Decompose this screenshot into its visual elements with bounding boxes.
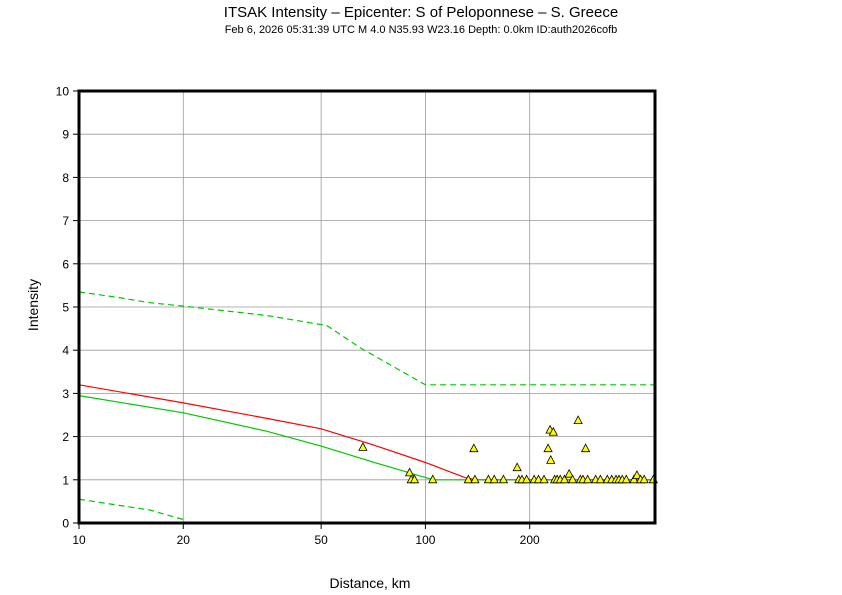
station-marker bbox=[573, 415, 583, 425]
y-tick-label: 0 bbox=[62, 517, 69, 531]
x-tick-label: 20 bbox=[177, 533, 191, 547]
station-marker bbox=[595, 474, 606, 484]
y-tick-label: 3 bbox=[62, 387, 69, 401]
station-marker bbox=[559, 474, 570, 484]
dashed-curve-2 bbox=[78, 291, 655, 386]
station-marker bbox=[621, 474, 631, 484]
y-tick-label: 8 bbox=[62, 171, 69, 185]
station-marker bbox=[483, 474, 494, 484]
dashed-curve-3 bbox=[78, 498, 184, 521]
x-tick-label: 10 bbox=[72, 533, 86, 547]
station-marker bbox=[546, 455, 556, 464]
y-tick-label: 2 bbox=[62, 430, 69, 444]
tick-label-layer: 0 1 2 3 4 5 6 7 8 9 10 10 20 50 100 200 bbox=[56, 85, 540, 548]
station-marker bbox=[404, 467, 415, 477]
y-tick-label: 4 bbox=[62, 344, 69, 358]
x-tick-label: 200 bbox=[520, 533, 540, 547]
y-tick-label: 6 bbox=[62, 257, 69, 271]
station-marker bbox=[470, 474, 480, 484]
y-axis-label: Intensity bbox=[25, 279, 41, 331]
x-tick-label: 100 bbox=[415, 533, 435, 547]
solid-curve-0 bbox=[78, 384, 655, 481]
series-layer bbox=[78, 291, 659, 521]
x-axis-label: Distance, km bbox=[330, 575, 411, 591]
station-marker bbox=[580, 443, 591, 453]
y-tick-label: 1 bbox=[62, 473, 69, 487]
station-marker bbox=[543, 443, 553, 453]
station-marker bbox=[564, 468, 574, 478]
station-marker bbox=[358, 442, 368, 451]
station-marker bbox=[428, 474, 438, 484]
station-marker bbox=[567, 474, 578, 484]
tick-layer bbox=[73, 90, 531, 529]
station-marker bbox=[489, 474, 499, 484]
grid bbox=[78, 90, 655, 524]
chart-subtitle: Feb 6, 2026 05:31:39 UTC M 4.0 N35.93 W2… bbox=[224, 24, 618, 36]
x-tick-label: 50 bbox=[314, 533, 328, 547]
y-tick-label: 9 bbox=[62, 128, 69, 142]
chart-title: ITSAK Intensity – Epicenter: S of Pelopo… bbox=[223, 4, 619, 21]
station-marker bbox=[582, 474, 593, 484]
station-marker bbox=[548, 426, 558, 436]
y-tick-label: 5 bbox=[62, 301, 69, 315]
station-marker bbox=[539, 474, 549, 484]
y-tick-label: 10 bbox=[56, 85, 70, 99]
station-marker bbox=[498, 474, 509, 484]
station-marker bbox=[639, 474, 649, 484]
station-marker bbox=[533, 474, 544, 484]
station-marker bbox=[632, 470, 642, 479]
station-marker bbox=[512, 462, 522, 472]
station-marker bbox=[629, 474, 639, 484]
y-tick-label: 7 bbox=[62, 214, 69, 228]
station-marker bbox=[469, 443, 479, 453]
station-marker bbox=[521, 474, 532, 484]
solid-curve-1 bbox=[78, 395, 655, 481]
station-marker bbox=[409, 474, 420, 484]
station-marker bbox=[463, 474, 473, 484]
